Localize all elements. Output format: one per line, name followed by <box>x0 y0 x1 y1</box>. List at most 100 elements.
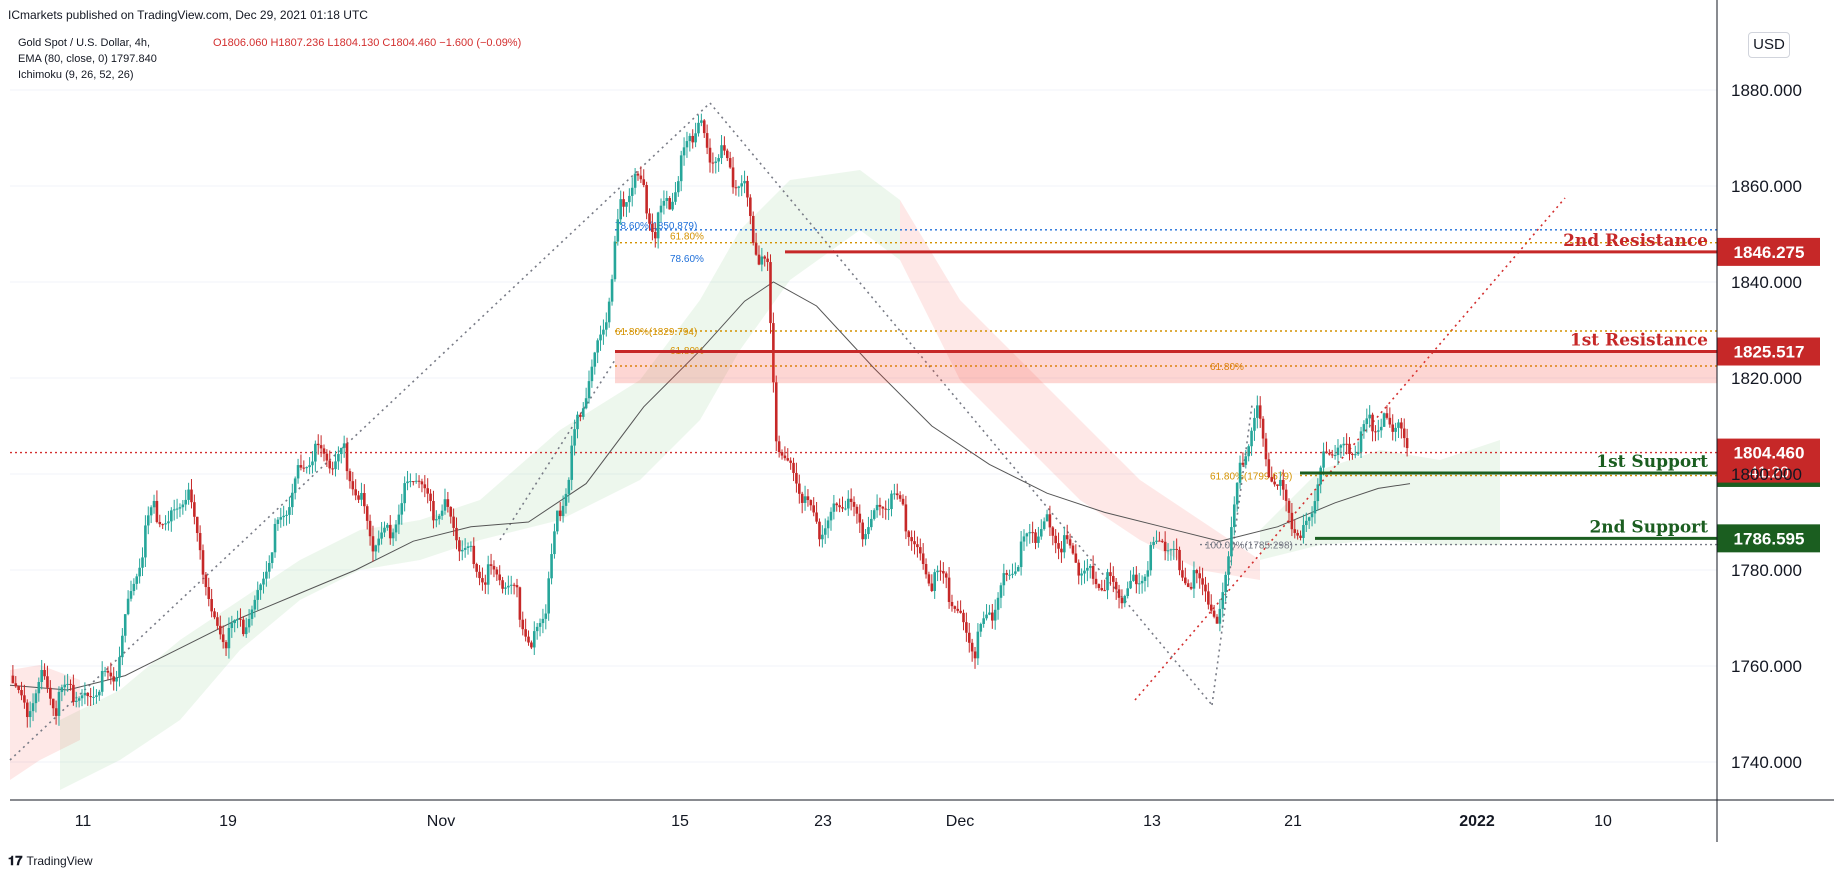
candle-body <box>1267 459 1271 478</box>
legend-ohlc: O1806.060 H1807.236 L1804.130 C1804.460 … <box>213 37 522 49</box>
candle-body <box>642 179 646 186</box>
candle-body <box>1247 446 1250 457</box>
candle-body <box>648 213 651 224</box>
candle-body <box>1016 567 1020 572</box>
candle-body <box>1137 583 1141 585</box>
candle-body <box>207 587 211 600</box>
candle-body <box>809 500 813 506</box>
candle-body <box>826 520 830 529</box>
candle-body <box>37 682 41 694</box>
candle-body <box>901 498 905 505</box>
candle-body <box>754 242 758 255</box>
candle-body <box>846 498 850 509</box>
candle-body <box>1051 527 1055 536</box>
candle-body <box>740 183 743 187</box>
candle-body <box>1276 484 1279 486</box>
candle-body <box>250 609 254 619</box>
candle-body <box>345 443 349 472</box>
candle-body <box>573 429 576 446</box>
candle-body <box>1290 512 1294 530</box>
candle-body <box>129 591 133 599</box>
currency-button[interactable]: USD <box>1748 32 1790 58</box>
candle-body <box>466 546 470 548</box>
candle-body <box>1175 548 1178 550</box>
candle-body <box>1037 536 1040 543</box>
candle-body <box>725 150 729 159</box>
candle-body <box>118 657 121 678</box>
candle-body <box>898 495 902 499</box>
x-tick-label: 2022 <box>1459 813 1495 830</box>
candle-body <box>11 675 15 684</box>
candle-body <box>688 135 692 142</box>
candle-body <box>746 180 749 198</box>
candle-body <box>558 510 562 517</box>
candle-body <box>224 642 228 649</box>
candle-body <box>800 493 804 503</box>
level-price-label: 1786.595 <box>1734 529 1805 548</box>
candle-body <box>630 187 634 196</box>
candle-body <box>354 489 357 496</box>
candle-body <box>1002 573 1006 586</box>
candle-body <box>1353 454 1357 456</box>
level-name: 1st Support <box>1596 452 1708 472</box>
candle-body <box>1071 545 1075 554</box>
candle-body <box>999 585 1003 598</box>
x-tick-label: 15 <box>671 813 689 830</box>
candle-body <box>201 550 205 575</box>
candle-body <box>386 524 389 528</box>
candle-body <box>265 571 268 579</box>
cloud-red <box>900 200 1260 580</box>
candle-body <box>567 479 571 494</box>
candle-body <box>1250 430 1253 447</box>
candle-body <box>463 547 467 550</box>
candle-body <box>697 122 700 134</box>
candle-body <box>112 676 116 682</box>
candle-body <box>1345 443 1348 445</box>
candle-body <box>181 504 185 508</box>
candle-body <box>423 484 427 489</box>
candlestick-series <box>11 113 1409 728</box>
candle-body <box>1111 576 1115 582</box>
candle-body <box>314 443 317 462</box>
candle-body <box>498 574 502 581</box>
candle-body <box>495 569 499 575</box>
candle-body <box>737 186 741 188</box>
candle-body <box>979 623 983 632</box>
trend-line-down <box>709 102 1213 706</box>
candle-body <box>342 443 346 448</box>
candle-body <box>1310 513 1314 518</box>
candle-body <box>818 521 821 540</box>
candle-body <box>832 503 836 512</box>
candle-body <box>924 564 928 575</box>
candle-body <box>1304 520 1308 526</box>
candle-body <box>98 691 101 696</box>
candle-body <box>1195 570 1199 574</box>
candle-body <box>331 468 334 470</box>
candle-body <box>449 506 453 517</box>
candle-body <box>455 527 458 541</box>
candle-body <box>1011 573 1014 575</box>
level-name: 2nd Support <box>1589 517 1708 537</box>
candle-body <box>535 626 539 632</box>
candle-body <box>795 472 798 484</box>
tradingview-logo-icon: 𝟏𝟕 <box>8 853 23 868</box>
candle-body <box>973 651 977 659</box>
candle-body <box>285 514 288 516</box>
candle-body <box>838 505 841 508</box>
candle-body <box>1368 414 1371 419</box>
candle-body <box>728 158 732 168</box>
candle-body <box>1379 426 1383 431</box>
candle-body <box>1169 549 1173 551</box>
candle-body <box>259 584 262 591</box>
candle-body <box>478 571 481 579</box>
candle-body <box>1258 405 1262 419</box>
fib-lines: 78.60%(1850.879)61.80%78.60%61.80%(1829.… <box>10 221 1717 552</box>
candle-body <box>288 507 291 515</box>
candle-body <box>590 366 594 382</box>
fib-label: 61.80%(1829.794) <box>615 327 697 338</box>
candle-body <box>126 598 130 615</box>
candle-body <box>1232 504 1236 528</box>
candle-body <box>734 187 738 189</box>
candle-body <box>665 198 669 201</box>
